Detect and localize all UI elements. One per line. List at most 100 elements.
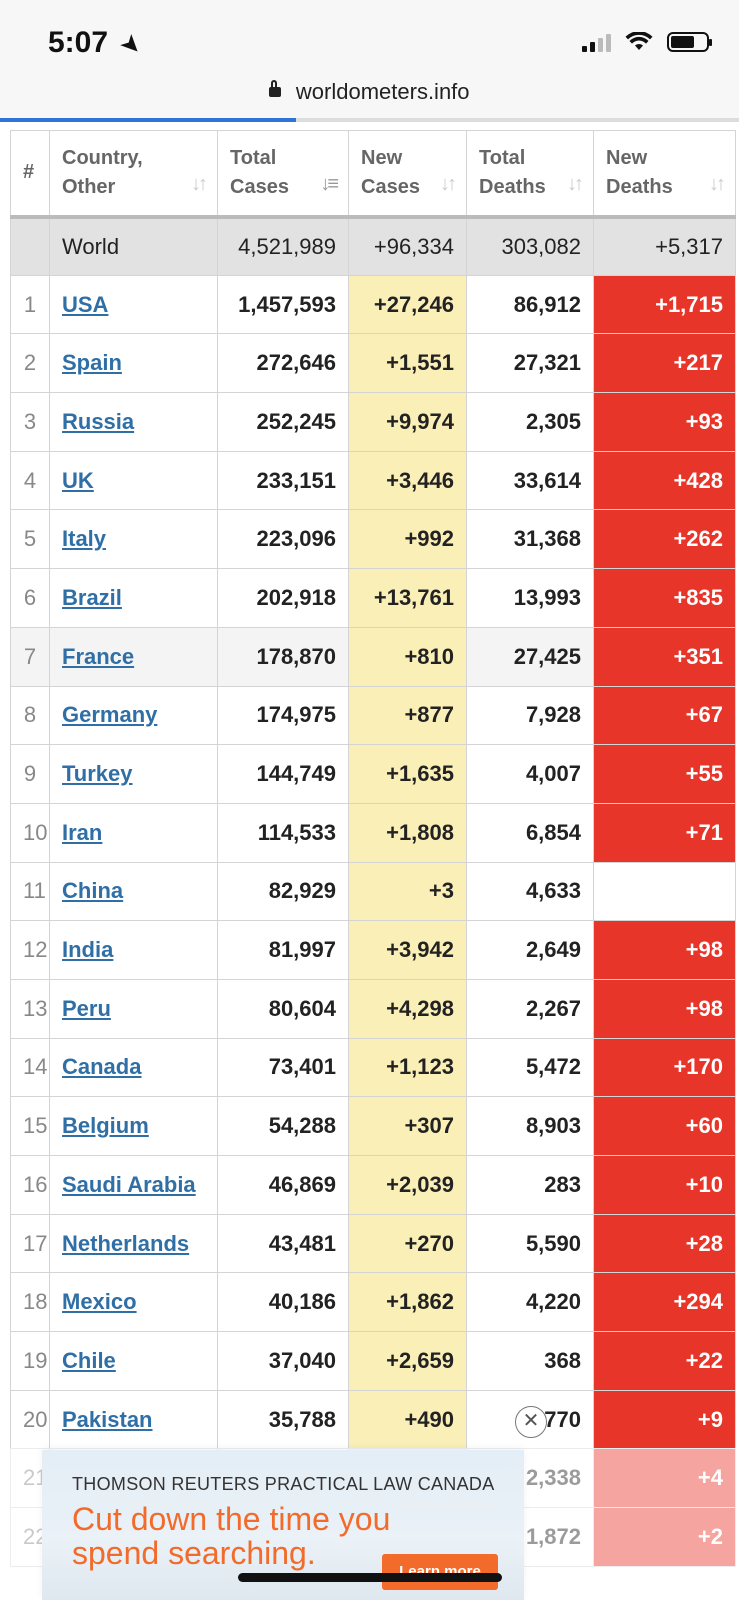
world-total-cases: 4,521,989 [217, 216, 349, 276]
country-link[interactable]: Mexico [62, 1289, 137, 1315]
new-deaths: +835 [593, 568, 736, 628]
table-header-row: # Country, Other ↓↑ Total Cases ↓≡ New Cases ↓… [10, 130, 736, 219]
ad-learn-more-button[interactable]: Learn more [382, 1554, 498, 1590]
country-link[interactable]: China [62, 878, 124, 904]
country-link[interactable]: Saudi Arabia [62, 1171, 196, 1197]
new-deaths: +262 [593, 509, 736, 570]
total-deaths: 86,912 [466, 274, 594, 335]
row-rank: 14 [10, 1037, 50, 1098]
country-link[interactable]: USA [62, 291, 109, 317]
total-deaths: 6,854 [466, 802, 594, 863]
close-icon[interactable]: ✕ [515, 1406, 547, 1438]
table-row: 16 Saudi Arabia 46,869 +2,039 283 +10 [10, 1155, 736, 1215]
new-cases: +877 [348, 685, 467, 746]
new-deaths: +98 [593, 978, 736, 1039]
country-link[interactable]: Peru [62, 995, 111, 1021]
row-rank: 15 [10, 1096, 50, 1156]
country-cell: Iran [49, 802, 218, 863]
total-deaths: 2,649 [466, 920, 594, 980]
table-row: 19 Chile 37,040 +2,659 368 +22 [10, 1331, 736, 1391]
country-link[interactable]: Italy [62, 526, 107, 552]
table-row: 9 Turkey 144,749 +1,635 4,007 +55 [10, 744, 736, 804]
country-link[interactable]: Germany [62, 702, 158, 728]
new-cases: +3,942 [348, 920, 467, 980]
world-new-deaths: +5,317 [593, 216, 736, 276]
header-new-cases[interactable]: New Cases ↓↑ [348, 130, 467, 219]
header-total-deaths[interactable]: Total Deaths ↓↑ [466, 130, 594, 219]
country-link[interactable]: India [62, 937, 114, 963]
sort-icon[interactable]: ↓≡ [320, 172, 339, 195]
total-cases: 174,975 [217, 685, 349, 746]
total-deaths: 368 [466, 1331, 594, 1391]
country-cell: Russia [49, 392, 218, 452]
country-link[interactable]: UK [62, 467, 94, 493]
table-row: 13 Peru 80,604 +4,298 2,267 +98 [10, 978, 736, 1039]
country-link[interactable]: France [62, 643, 135, 669]
table-row: 4 UK 233,151 +3,446 33,614 +428 [10, 450, 736, 511]
country-link[interactable]: Iran [62, 819, 103, 845]
country-link[interactable]: Turkey [62, 761, 133, 787]
new-deaths: +428 [593, 450, 736, 511]
row-rank: 17 [10, 1213, 50, 1274]
coronavirus-table: # Country, Other ↓↑ Total Cases ↓≡ New Cases ↓… [10, 130, 736, 1567]
total-cases: 35,788 [217, 1389, 349, 1450]
total-deaths: 4,633 [466, 861, 594, 922]
world-total-deaths: 303,082 [466, 216, 594, 276]
country-link[interactable]: Belgium [62, 1113, 149, 1139]
new-cases: +270 [348, 1213, 467, 1274]
country-cell: Brazil [49, 568, 218, 628]
new-deaths: +1,715 [593, 274, 736, 335]
home-indicator[interactable] [238, 1573, 502, 1582]
sort-icon[interactable]: ↓↑ [440, 172, 457, 195]
table-row: 15 Belgium 54,288 +307 8,903 +60 [10, 1096, 736, 1156]
sort-icon[interactable]: ↓↑ [191, 172, 208, 195]
new-deaths: +351 [593, 626, 736, 687]
country-link[interactable]: Brazil [62, 584, 122, 610]
header-country[interactable]: Country, Other ↓↑ [49, 130, 218, 219]
header-total-cases[interactable]: Total Cases ↓≡ [217, 130, 349, 219]
country-link[interactable]: Chile [62, 1347, 116, 1373]
total-cases: 54,288 [217, 1096, 349, 1156]
new-cases: +1,551 [348, 333, 467, 394]
country-link[interactable]: Russia [62, 408, 135, 434]
country-link[interactable]: Canada [62, 1054, 142, 1080]
row-rank: 20 [10, 1389, 50, 1450]
world-label: World [49, 216, 218, 276]
country-link[interactable]: Netherlands [62, 1230, 190, 1256]
address-bar[interactable]: worldometers.info [0, 72, 739, 120]
row-rank: 4 [10, 450, 50, 511]
total-cases: 40,186 [217, 1272, 349, 1333]
row-rank: 9 [10, 744, 50, 804]
header-rank: # [10, 130, 50, 219]
country-link[interactable]: Spain [62, 350, 122, 376]
country-cell: Netherlands [49, 1213, 218, 1274]
table-row: 20 Pakistan 35,788 +490 770 +9 [10, 1389, 736, 1450]
total-cases: 43,481 [217, 1213, 349, 1274]
total-deaths: 770 [466, 1389, 594, 1450]
header-new-deaths[interactable]: New Deaths ↓↑ [593, 130, 736, 219]
total-deaths: 283 [466, 1155, 594, 1215]
sort-icon[interactable]: ↓↑ [709, 172, 726, 195]
new-deaths: +294 [593, 1272, 736, 1333]
location-arrow-icon: ➤ [116, 29, 148, 61]
total-cases: 82,929 [217, 861, 349, 922]
row-rank: 13 [10, 978, 50, 1039]
new-cases: +810 [348, 626, 467, 687]
total-cases: 1,457,593 [217, 274, 349, 335]
country-cell: Belgium [49, 1096, 218, 1156]
new-cases: +307 [348, 1096, 467, 1156]
new-deaths: +93 [593, 392, 736, 452]
new-deaths: +98 [593, 920, 736, 980]
country-link[interactable]: Pakistan [62, 1406, 153, 1432]
table-row: 10 Iran 114,533 +1,808 6,854 +71 [10, 802, 736, 863]
country-cell: Pakistan [49, 1389, 218, 1450]
total-cases: 202,918 [217, 568, 349, 628]
page-load-progress [0, 118, 739, 122]
new-cases: +1,123 [348, 1037, 467, 1098]
row-rank: 3 [10, 392, 50, 452]
total-cases: 81,997 [217, 920, 349, 980]
total-deaths: 13,993 [466, 568, 594, 628]
table-row: 14 Canada 73,401 +1,123 5,472 +170 [10, 1037, 736, 1098]
total-deaths: 27,425 [466, 626, 594, 687]
sort-icon[interactable]: ↓↑ [567, 172, 584, 195]
